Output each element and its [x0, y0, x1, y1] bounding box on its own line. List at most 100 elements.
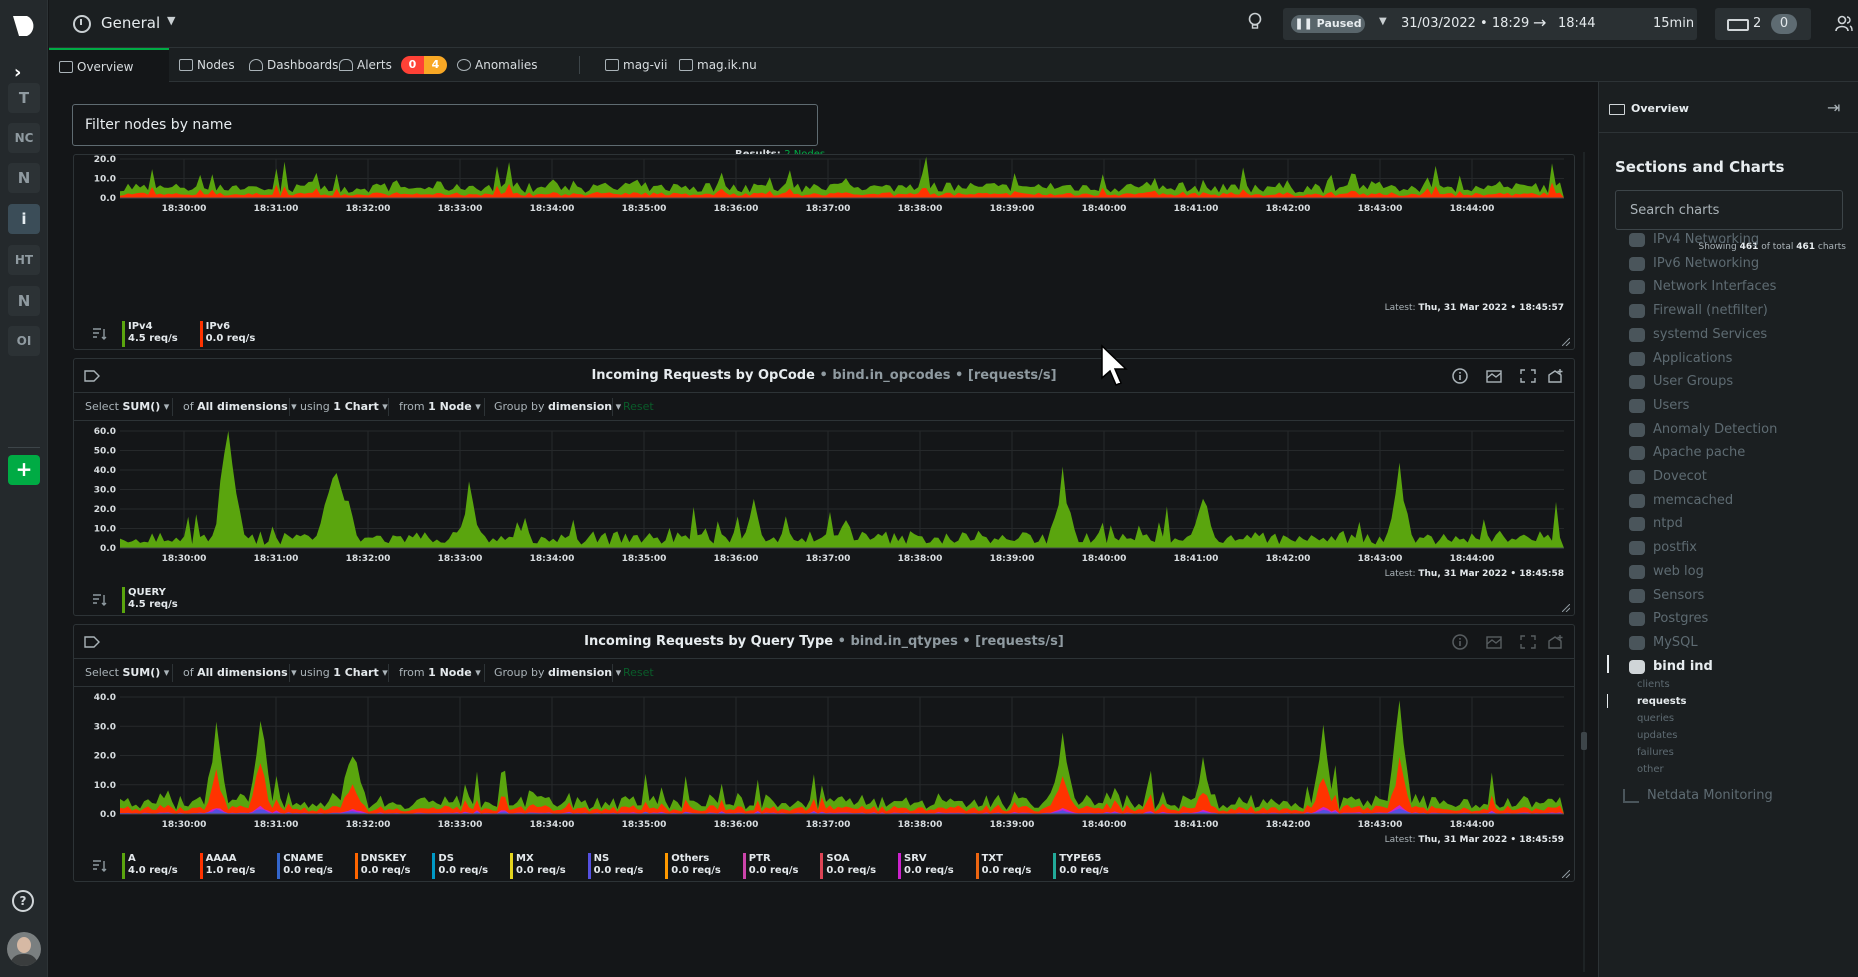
- tag-icon[interactable]: [82, 367, 102, 385]
- section-network-interfaces[interactable]: Network Interfaces: [1629, 279, 1776, 295]
- legend-item-ns[interactable]: NS 0.0 req/s: [587, 853, 643, 879]
- section-netdata-monitoring[interactable]: Netdata Monitoring: [1623, 788, 1773, 803]
- tag-icon[interactable]: [82, 633, 102, 651]
- tab-room-mag-vii[interactable]: mag-vii: [595, 48, 671, 82]
- add-to-dashboard-icon[interactable]: [1546, 367, 1566, 385]
- section-web-log[interactable]: web log: [1629, 564, 1704, 579]
- search-charts-input[interactable]: [1615, 190, 1843, 230]
- space-oi[interactable]: OI: [8, 326, 40, 356]
- legend-item-ptr[interactable]: PTR 0.0 req/s: [742, 853, 798, 879]
- sort-icon[interactable]: [92, 859, 108, 873]
- legend-item-a[interactable]: A 4.0 req/s: [122, 853, 178, 879]
- section-users[interactable]: Users: [1629, 398, 1689, 413]
- select-aggregation[interactable]: Select SUM() ▾: [85, 400, 170, 413]
- subsection-other[interactable]: other: [1637, 764, 1664, 775]
- section-dovecot[interactable]: Dovecot: [1629, 469, 1707, 484]
- tab-dashboards[interactable]: Dashboards: [239, 48, 338, 82]
- tab-nodes[interactable]: Nodes: [169, 48, 241, 82]
- section-bind-ind[interactable]: bind ind: [1629, 659, 1713, 674]
- legend-item-aaaa[interactable]: AAAA 1.0 req/s: [199, 853, 255, 879]
- section-anomaly-detection[interactable]: Anomaly Detection: [1629, 422, 1777, 437]
- fullscreen-icon[interactable]: [1518, 367, 1538, 385]
- collapse-panel-icon[interactable]: ⇥: [1827, 98, 1841, 117]
- notifications-button[interactable]: 2 0: [1715, 8, 1811, 40]
- legend-item-txt[interactable]: TXT 0.0 req/s: [975, 853, 1031, 879]
- select-dimensions[interactable]: of All dimensions ▾: [183, 400, 297, 413]
- scrollbar[interactable]: [1581, 152, 1587, 972]
- info-icon[interactable]: [1450, 367, 1470, 385]
- resize-handle-icon[interactable]: [1562, 338, 1570, 346]
- section-mysql[interactable]: MySQL: [1629, 635, 1698, 650]
- space-ht[interactable]: HT: [8, 245, 40, 275]
- legend-item-soa[interactable]: SOA 0.0 req/s: [820, 853, 876, 879]
- alert-badges[interactable]: 0 4: [401, 56, 447, 74]
- help-icon[interactable]: ?: [12, 890, 34, 912]
- section-applications[interactable]: Applications: [1629, 351, 1732, 366]
- time-picker[interactable]: ❚❚ Paused ▼ 31/03/2022 • 18:29 → 18:44 1…: [1283, 8, 1697, 40]
- rp-overview-tab[interactable]: Overview: [1609, 102, 1689, 115]
- sort-icon[interactable]: [92, 327, 108, 341]
- lightbulb-icon[interactable]: [1247, 12, 1263, 32]
- legend-item-ipv6[interactable]: IPv6 0.0 req/s: [199, 321, 255, 347]
- section-ntpd[interactable]: ntpd: [1629, 516, 1683, 532]
- paused-badge[interactable]: ❚❚ Paused: [1291, 15, 1365, 33]
- chevron-down-icon[interactable]: ▼: [1379, 16, 1387, 27]
- tab-overview[interactable]: Overview: [49, 48, 169, 82]
- room-name[interactable]: General: [101, 14, 161, 32]
- legend-item-mx[interactable]: MX 0.0 req/s: [510, 853, 566, 879]
- section-postfix[interactable]: postfix: [1629, 540, 1697, 556]
- users-icon[interactable]: [1835, 14, 1853, 32]
- resize-handle-icon[interactable]: [1562, 870, 1570, 878]
- section-firewall-netfilter-[interactable]: Firewall (netfilter): [1629, 303, 1768, 319]
- legend-item-type65[interactable]: TYPE65 0.0 req/s: [1053, 853, 1109, 879]
- info-icon[interactable]: [1450, 633, 1470, 651]
- section-ipv6-networking[interactable]: IPv6 Networking: [1629, 256, 1759, 271]
- select-dimensions[interactable]: of All dimensions ▾: [183, 666, 297, 679]
- select-charts[interactable]: using 1 Chart ▾: [300, 666, 388, 679]
- reset-button[interactable]: Reset: [623, 666, 654, 679]
- subsection-clients[interactable]: clients: [1637, 679, 1670, 690]
- legend-item-query[interactable]: QUERY 4.5 req/s: [122, 587, 178, 613]
- chevron-down-icon[interactable]: ▼: [167, 14, 176, 27]
- filter-nodes-input[interactable]: [72, 104, 818, 146]
- subsection-updates[interactable]: updates: [1637, 730, 1678, 741]
- tab-room-mag-ik-nu[interactable]: mag.ik.nu: [669, 48, 759, 82]
- legend-item-others[interactable]: Others 0.0 req/s: [665, 853, 721, 879]
- sort-icon[interactable]: [92, 593, 108, 607]
- section-sensors[interactable]: Sensors: [1629, 588, 1704, 603]
- legend-item-dnskey[interactable]: DNSKEY 0.0 req/s: [354, 853, 410, 879]
- chart-type-icon[interactable]: [1484, 633, 1504, 651]
- legend-item-ds[interactable]: DS 0.0 req/s: [432, 853, 488, 879]
- select-groupby[interactable]: Group by dimension ▾: [494, 666, 622, 679]
- space-i[interactable]: i: [8, 204, 40, 234]
- space-n[interactable]: N: [8, 163, 40, 193]
- section-systemd-services[interactable]: systemd Services: [1629, 327, 1767, 342]
- section-memcached[interactable]: memcached: [1629, 493, 1733, 508]
- add-space-button[interactable]: +: [8, 455, 40, 485]
- chart-plot[interactable]: 40.0 30.0 20.0 10.0 0.0 18:30:00 18:31:00 18:32…: [74, 687, 1575, 831]
- subsection-requests[interactable]: requests: [1637, 696, 1687, 707]
- space-nc[interactable]: NC: [8, 123, 40, 153]
- tab-anomalies[interactable]: Anomalies: [447, 48, 547, 82]
- chart-plot[interactable]: 20.0 10.0 0.0 18:30:00 18:31:00 18:32:00 18:33…: [74, 154, 1575, 291]
- avatar[interactable]: [7, 932, 41, 966]
- select-nodes[interactable]: from 1 Node ▾: [399, 400, 481, 413]
- select-aggregation[interactable]: Select SUM() ▾: [85, 666, 170, 679]
- legend-item-cname[interactable]: CNAME 0.0 req/s: [277, 853, 333, 879]
- expand-rail-icon[interactable]: ›: [14, 62, 22, 83]
- legend-item-srv[interactable]: SRV 0.0 req/s: [898, 853, 954, 879]
- fullscreen-icon[interactable]: [1518, 633, 1538, 651]
- select-nodes[interactable]: from 1 Node ▾: [399, 666, 481, 679]
- section-user-groups[interactable]: User Groups: [1629, 374, 1733, 390]
- resize-handle-icon[interactable]: [1562, 604, 1570, 612]
- add-to-dashboard-icon[interactable]: [1546, 633, 1566, 651]
- subsection-queries[interactable]: queries: [1637, 713, 1675, 724]
- select-groupby[interactable]: Group by dimension ▾: [494, 400, 622, 413]
- section-postgres[interactable]: Postgres: [1629, 611, 1708, 627]
- space-n2[interactable]: N: [8, 286, 40, 316]
- tab-alerts[interactable]: Alerts: [329, 48, 449, 82]
- chart-plot[interactable]: 60.0 50.0 40.0 30.0 20.0 10.0 0.0 18:30:00 18:31…: [74, 421, 1575, 565]
- space-t[interactable]: T: [8, 83, 40, 113]
- chart-type-icon[interactable]: [1484, 367, 1504, 385]
- legend-item-ipv4[interactable]: IPv4 4.5 req/s: [122, 321, 178, 347]
